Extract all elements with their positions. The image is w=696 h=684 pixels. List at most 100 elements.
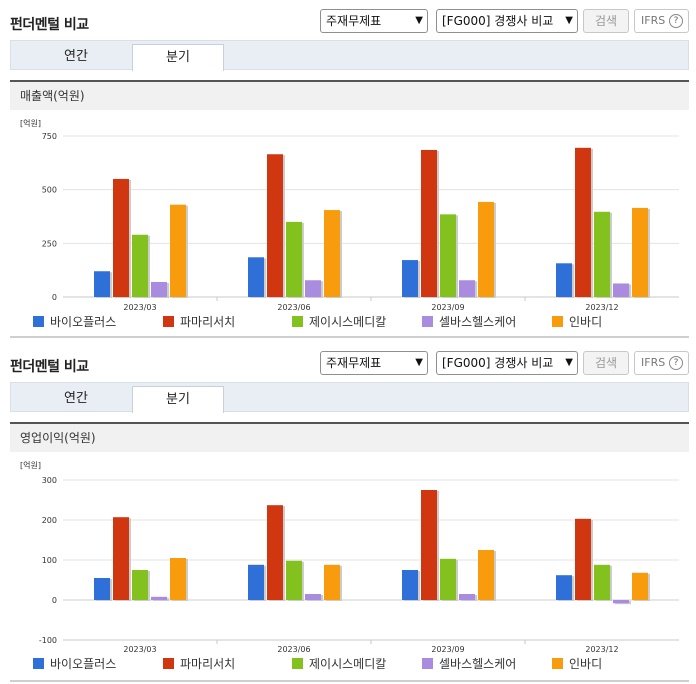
y-tick-label: 750 xyxy=(42,132,57,141)
divider xyxy=(10,336,689,338)
help-icon[interactable]: ? xyxy=(669,14,683,28)
fundamental-section-sales: 펀더멘털 비교 주재무제표 ▼ [FG000] 경쟁사 비교 ▼ 검색 IFRS… xyxy=(10,9,689,338)
operating-profit-bar-chart: [억원] -100 0 100 200 300 2023/03 2023/06 2023/09 2… xyxy=(20,460,679,671)
y-tick-label: 200 xyxy=(42,516,57,525)
bar-5 xyxy=(170,558,186,600)
bar-5 xyxy=(632,572,648,600)
y-tick-label: 100 xyxy=(42,556,57,565)
x-tick-label: 2023/09 xyxy=(431,645,464,654)
x-tick-label: 2023/06 xyxy=(277,645,310,654)
bar-1 xyxy=(402,260,418,297)
sales-bar-chart: [억원] 0 250 500 750 2023/03 2023/06 2023/09 2023/… xyxy=(20,118,679,329)
metric-title: 영업이익(억원) xyxy=(10,422,689,452)
legend-label: 바이오플러스 xyxy=(50,657,116,671)
bar-5 xyxy=(478,550,494,600)
legend-label: 인바디 xyxy=(569,657,602,671)
legend-swatch xyxy=(422,658,433,669)
bar-3 xyxy=(286,560,302,600)
chevron-down-icon: ▼ xyxy=(415,357,423,368)
y-tick-label: -100 xyxy=(39,636,57,645)
bar-2 xyxy=(575,147,591,297)
y-tick-label: 500 xyxy=(42,186,57,195)
legend-label: 파마리서치 xyxy=(180,315,235,329)
bar-4 xyxy=(613,283,629,297)
period-tabs: 연간 분기 xyxy=(10,40,689,71)
bar-4 xyxy=(613,600,629,604)
statement-select-value: 주재무제표 xyxy=(326,14,382,28)
bar-3 xyxy=(132,234,148,297)
bar-2 xyxy=(113,517,129,600)
section-title: 펀더멘털 비교 xyxy=(10,359,89,375)
x-tick-label: 2023/12 xyxy=(585,645,618,654)
legend-label: 파마리서치 xyxy=(180,657,235,671)
x-tick-label: 2023/09 xyxy=(431,303,464,312)
search-button[interactable]: 검색 xyxy=(583,9,629,33)
y-tick-label: 0 xyxy=(52,596,57,605)
peer-group-select[interactable]: [FG000] 경쟁사 비교 ▼ xyxy=(436,9,578,33)
peer-group-select-value: [FG000] 경쟁사 비교 xyxy=(442,14,554,28)
x-tick-label: 2023/12 xyxy=(585,303,618,312)
bar-4 xyxy=(459,594,475,600)
help-icon[interactable]: ? xyxy=(669,356,683,370)
y-unit-label: [억원] xyxy=(20,118,41,128)
bar-3 xyxy=(132,570,148,600)
bar-3 xyxy=(440,214,456,297)
legend-swatch xyxy=(552,316,563,327)
x-tick-label: 2023/03 xyxy=(123,303,156,312)
x-tick-label: 2023/03 xyxy=(123,645,156,654)
tab-annual[interactable]: 연간 xyxy=(64,49,88,64)
bar-4 xyxy=(459,280,475,297)
x-tick-label: 2023/06 xyxy=(277,303,310,312)
period-tabs: 연간 분기 xyxy=(10,382,689,413)
y-tick-label: 300 xyxy=(42,476,57,485)
legend-label: 제이시스메디칼 xyxy=(309,657,386,671)
divider xyxy=(10,680,689,682)
bar-1 xyxy=(94,271,110,297)
bar-1 xyxy=(248,564,264,600)
metric-title: 매출액(억원) xyxy=(10,80,689,110)
legend-swatch xyxy=(33,316,44,327)
bar-1 xyxy=(556,263,572,297)
legend-swatch xyxy=(163,316,174,327)
legend-label: 인바디 xyxy=(569,315,602,329)
statement-select[interactable]: 주재무제표 ▼ xyxy=(320,351,428,375)
bar-1 xyxy=(556,575,572,600)
bar-5 xyxy=(632,207,648,297)
bar-1 xyxy=(402,570,418,600)
bar-5 xyxy=(324,564,340,600)
y-tick-label: 250 xyxy=(42,239,57,248)
legend-swatch xyxy=(292,316,303,327)
legend-swatch xyxy=(422,316,433,327)
bar-2 xyxy=(113,178,129,297)
statement-select[interactable]: 주재무제표 ▼ xyxy=(320,9,428,33)
fundamental-section-operating-profit: 펀더멘털 비교 주재무제표 ▼ [FG000] 경쟁사 비교 ▼ 검색 IFRS… xyxy=(0,342,696,684)
peer-group-select-value: [FG000] 경쟁사 비교 xyxy=(442,356,554,370)
bar-3 xyxy=(594,211,610,297)
search-button[interactable]: 검색 xyxy=(583,351,629,375)
bar-3 xyxy=(440,558,456,600)
legend-swatch xyxy=(33,658,44,669)
bar-2 xyxy=(267,154,283,297)
bar-4 xyxy=(305,594,321,600)
ifrs-button[interactable]: IFRS ? xyxy=(634,351,689,375)
bar-5 xyxy=(324,210,340,297)
bar-2 xyxy=(267,505,283,600)
legend-label: 셀바스헬스케어 xyxy=(439,315,516,329)
tab-annual[interactable]: 연간 xyxy=(64,391,88,406)
chevron-down-icon: ▼ xyxy=(565,357,573,368)
legend-swatch xyxy=(552,658,563,669)
ifrs-label: IFRS xyxy=(641,14,666,27)
legend-label: 제이시스메디칼 xyxy=(309,315,386,329)
tab-quarterly[interactable]: 분기 xyxy=(132,386,224,413)
tab-quarterly[interactable]: 분기 xyxy=(132,44,224,71)
legend-swatch xyxy=(292,658,303,669)
bar-2 xyxy=(421,149,437,297)
y-unit-label: [억원] xyxy=(20,460,41,470)
legend-label: 바이오플러스 xyxy=(50,315,116,329)
ifrs-button[interactable]: IFRS ? xyxy=(634,9,689,33)
bar-3 xyxy=(286,221,302,297)
bar-3 xyxy=(594,564,610,600)
bar-2 xyxy=(421,490,437,600)
bar-2 xyxy=(575,518,591,600)
peer-group-select[interactable]: [FG000] 경쟁사 비교 ▼ xyxy=(436,351,578,375)
